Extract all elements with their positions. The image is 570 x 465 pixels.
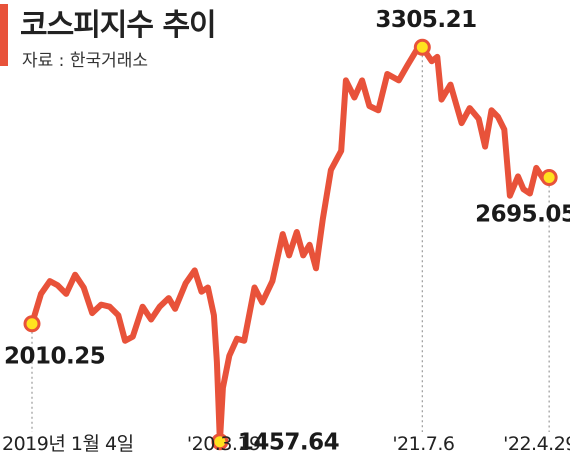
x-tick-label-1: '20.3.19 [187,433,261,455]
value-label-2: 3305.21 [375,7,476,33]
marker-1457-64 [211,433,229,451]
series-layer [29,44,553,445]
series-line-0 [29,44,553,445]
marker-2695-05 [540,169,558,187]
chart-source: 자료 : 한국거래소 [22,51,149,71]
annotation-labels: 2010.25 1457.64 3305.21 2695.05 [4,7,570,455]
x-tick-label-2: '21.7.6 [392,433,454,455]
x-tick-label-3: '22.4.29 [503,433,570,455]
x-tick-label-0: 2019년 1월 4일 [2,433,134,455]
value-label-3: 2695.05 [475,202,570,228]
marker-3305-21 [413,38,431,56]
annotation-markers [23,38,558,451]
marker-2010-25 [23,315,41,333]
value-label-1: 1457.64 [238,430,339,456]
x-axis-tick-labels: 2019년 1월 4일 '20.3.19 '21.7.6 '22.4.29 [2,433,570,455]
title-accent-bar [0,4,8,66]
guide-lines [31,55,550,450]
value-label-0: 2010.25 [4,344,105,370]
chart-title: 코스피지수 추이 [20,8,217,43]
